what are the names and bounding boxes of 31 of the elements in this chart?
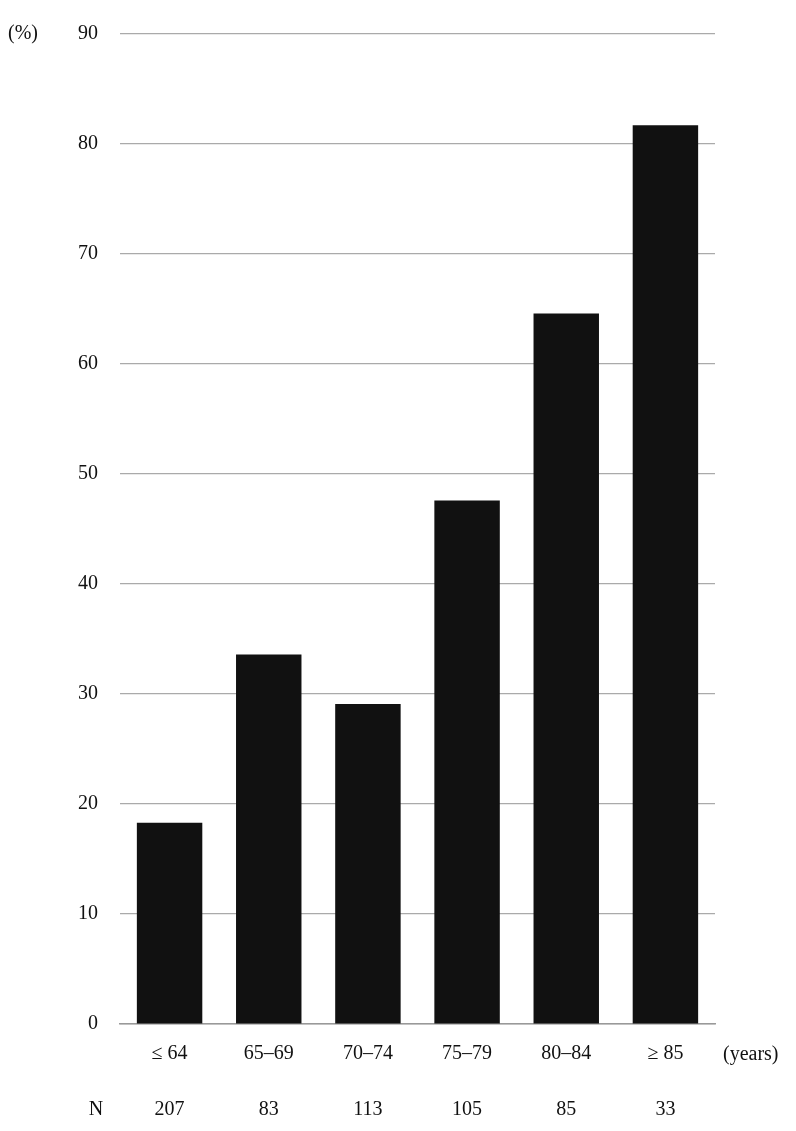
x-tick-label: ≤ 64 [151, 1041, 188, 1064]
bar [136, 822, 203, 1024]
y-tick-label: 90 [78, 21, 98, 44]
text: 33 [655, 1097, 676, 1120]
text: 113 [353, 1097, 383, 1120]
x-tick-label: 75–79 [442, 1041, 493, 1064]
x-tick-label: 70–74 [342, 1041, 393, 1064]
bar [335, 703, 401, 1024]
y-tick-label: 0 [88, 1011, 98, 1034]
y-axis-title: (%) [8, 21, 38, 45]
y-tick-label: 80 [78, 131, 98, 154]
bar [236, 654, 302, 1024]
text: 85 [556, 1097, 577, 1120]
bar [533, 313, 599, 1024]
x-axis-title: (years) [723, 1042, 779, 1066]
text: N [88, 1097, 104, 1120]
x-tick-label: ≥ 85 [647, 1041, 684, 1064]
x-tick-label: 65–69 [243, 1041, 294, 1064]
text: 83 [258, 1097, 279, 1120]
text: 207 [154, 1097, 185, 1120]
y-tick-label: 30 [78, 681, 98, 704]
y-tick-label: 50 [78, 461, 98, 484]
y-tick-label: 40 [78, 571, 98, 594]
bar [434, 500, 500, 1024]
text: 105 [452, 1097, 483, 1120]
y-tick-label: 60 [78, 351, 98, 374]
y-tick-label: 70 [78, 241, 98, 264]
x-tick-label: 80–84 [541, 1041, 592, 1064]
y-tick-label: 20 [78, 791, 98, 814]
bar [632, 125, 699, 1024]
y-tick-label: 10 [78, 901, 98, 924]
